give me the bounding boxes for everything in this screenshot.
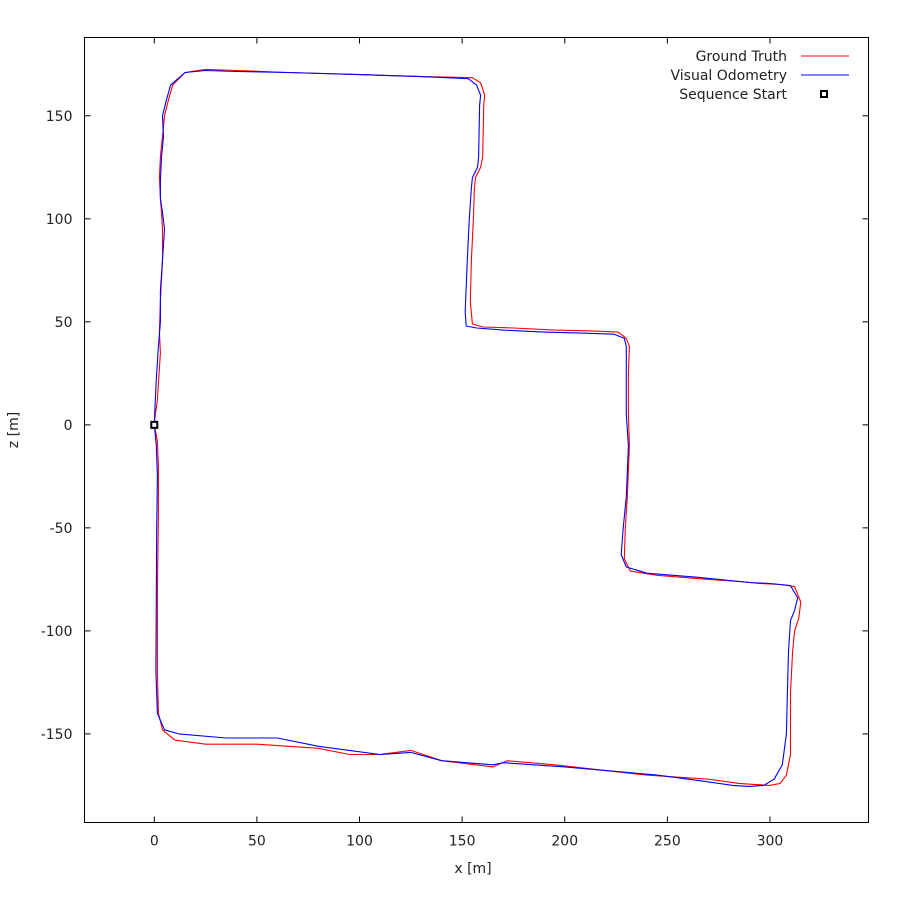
y-tick-label: -50 xyxy=(50,521,73,537)
x-tick-label: 50 xyxy=(248,834,266,850)
sequence-start-marker xyxy=(150,420,159,429)
series-layer xyxy=(150,68,802,787)
visual-odometry-line xyxy=(153,69,799,787)
y-tick-label: 100 xyxy=(46,212,73,228)
x-tick-label: 100 xyxy=(346,834,373,850)
ground-truth-line xyxy=(153,68,802,786)
y-tick-label: 0 xyxy=(64,418,73,434)
legend-label: Sequence Start xyxy=(679,87,787,103)
y-tick-label: 50 xyxy=(55,315,73,331)
x-tick-label: 200 xyxy=(551,834,578,850)
x-axis-ticks: 0 50 100 150 200 250 300 xyxy=(150,37,784,850)
y-tick-label: -150 xyxy=(41,727,73,743)
legend-label: Visual Odometry xyxy=(671,68,788,84)
y-axis-ticks: -150 -100 -50 0 50 100 150 xyxy=(41,109,869,743)
x-tick-label: 300 xyxy=(757,834,784,850)
x-tick-label: 250 xyxy=(654,834,681,850)
plot-frame xyxy=(84,37,869,823)
x-tick-label: 150 xyxy=(449,834,476,850)
legend-label: Ground Truth xyxy=(696,49,787,65)
x-axis-label: x [m] xyxy=(454,861,491,877)
legend: Ground Truth Visual Odometry Sequence Star… xyxy=(671,49,849,103)
x-tick-label: 0 xyxy=(150,834,159,850)
y-axis-label: z [m] xyxy=(6,412,22,448)
y-tick-label: -100 xyxy=(41,624,73,640)
legend-marker xyxy=(820,90,828,98)
y-tick-label: 150 xyxy=(46,109,73,125)
